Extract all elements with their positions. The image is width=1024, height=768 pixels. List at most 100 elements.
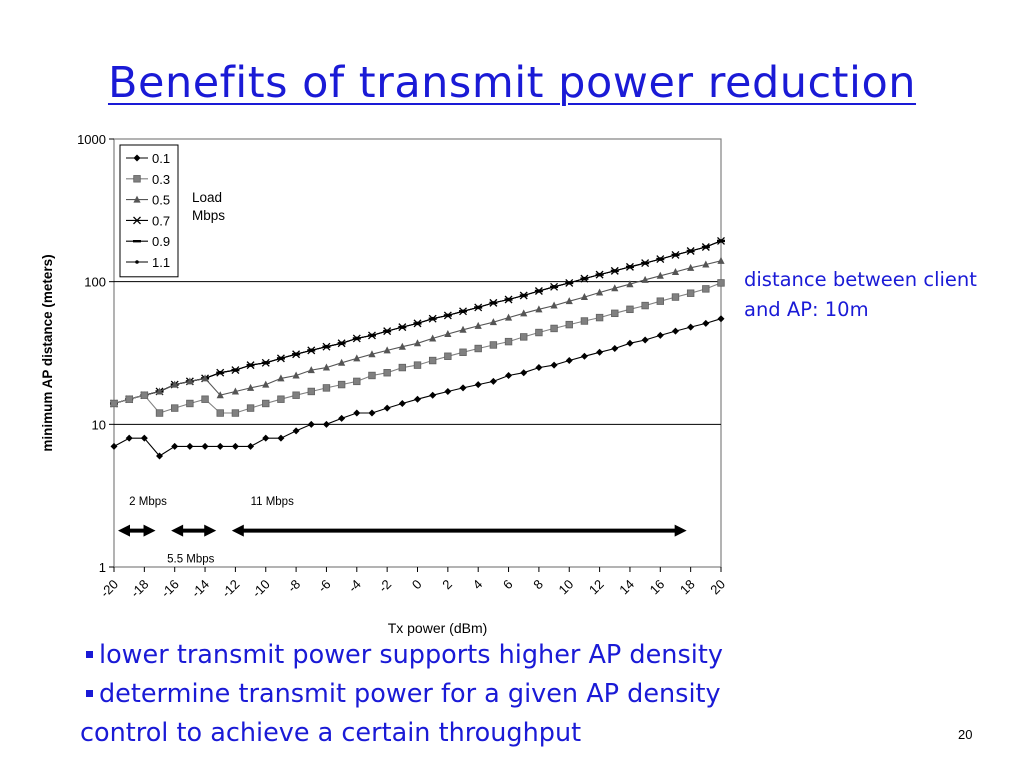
data-point <box>641 336 649 344</box>
data-point <box>671 267 680 275</box>
data-point <box>580 293 589 301</box>
data-point <box>201 374 209 382</box>
data-point <box>338 414 346 422</box>
data-point-stroke <box>504 295 513 304</box>
data-point <box>247 442 255 450</box>
rate-annotation: 2 Mbps <box>118 496 167 537</box>
data-point-stroke <box>133 216 141 225</box>
data-point <box>276 354 285 363</box>
data-point <box>428 356 437 365</box>
data-point <box>702 319 710 327</box>
data-point <box>368 409 376 417</box>
data-point-stroke <box>216 368 225 377</box>
data-point-stroke <box>246 361 255 370</box>
data-point-stroke <box>641 259 650 268</box>
data-point <box>414 395 421 403</box>
data-point <box>489 377 497 385</box>
data-point <box>216 442 224 450</box>
data-point <box>489 318 497 326</box>
data-point <box>353 354 361 362</box>
data-point <box>368 371 376 380</box>
rate-arrow-head <box>143 524 156 537</box>
data-point <box>565 357 573 365</box>
legend-label: 1.1 <box>152 255 170 270</box>
data-point <box>186 377 194 385</box>
data-point <box>155 409 164 417</box>
data-point <box>216 368 225 377</box>
data-point <box>520 333 528 341</box>
plot-area <box>113 138 722 568</box>
bullet-text: lower transmit power supports higher AP … <box>99 640 723 670</box>
x-tick-label: -16 <box>158 577 182 601</box>
data-point <box>140 391 149 399</box>
data-point <box>171 442 179 450</box>
data-point-stroke <box>610 266 619 275</box>
x-tick-label: -20 <box>97 577 121 601</box>
data-point <box>565 320 573 329</box>
data-point <box>216 391 224 399</box>
data-point <box>504 313 513 321</box>
data-point <box>156 452 164 460</box>
data-point <box>519 291 528 300</box>
data-point-stroke <box>413 319 422 328</box>
data-point <box>398 363 407 372</box>
data-point <box>702 285 710 293</box>
data-point <box>520 309 528 317</box>
page-number: 20 <box>958 727 973 742</box>
data-point <box>110 399 118 408</box>
legend-item: 0.5 <box>126 193 170 208</box>
x-tick-label: 12 <box>586 577 607 598</box>
data-point <box>489 341 498 349</box>
data-point <box>611 309 619 318</box>
data-point <box>262 434 270 442</box>
data-point <box>277 434 285 442</box>
data-point <box>596 348 604 356</box>
data-point <box>626 280 634 288</box>
data-point <box>337 380 346 389</box>
data-point <box>231 387 239 395</box>
x-tick-label: 4 <box>470 577 486 593</box>
data-point <box>246 361 255 370</box>
bullet-list: lower transmit power supports higher AP … <box>80 636 960 753</box>
data-point-stroke <box>337 339 346 348</box>
data-point <box>550 282 559 291</box>
data-point <box>398 399 406 407</box>
data-point <box>231 409 240 417</box>
rate-arrow-head <box>204 524 217 537</box>
data-point <box>596 288 604 296</box>
data-point <box>231 442 239 450</box>
data-point <box>125 434 133 442</box>
data-point <box>550 324 558 333</box>
data-point <box>201 395 209 403</box>
data-point <box>550 361 558 369</box>
data-point-stroke <box>671 250 680 259</box>
legend-label: 0.1 <box>152 151 170 166</box>
legend-item: 0.1 <box>126 151 170 166</box>
data-point <box>338 358 346 366</box>
data-point <box>535 305 543 313</box>
bullet-item: determine transmit power for a given AP … <box>80 675 960 714</box>
data-point-stroke <box>625 262 634 271</box>
data-point <box>443 311 452 320</box>
side-note: distance between client and AP: 10m <box>744 268 977 321</box>
data-point <box>459 325 467 333</box>
data-point-stroke <box>231 366 240 375</box>
data-point <box>322 363 331 371</box>
x-tick-label: 18 <box>677 577 698 598</box>
data-point-stroke <box>368 331 376 340</box>
data-point <box>656 255 665 264</box>
data-point-stroke <box>595 270 604 279</box>
data-point <box>353 377 361 386</box>
data-point <box>641 275 649 283</box>
x-tick-label: -4 <box>345 577 364 596</box>
data-point <box>611 345 619 353</box>
data-point <box>292 427 300 435</box>
y-tick-label: 1 <box>99 560 106 575</box>
data-point <box>595 270 604 279</box>
data-point <box>277 395 285 403</box>
data-point-stroke <box>352 334 361 343</box>
data-point <box>292 371 300 379</box>
legend-title-line: Load <box>192 190 222 205</box>
data-point <box>307 420 315 428</box>
data-point-stroke <box>580 274 589 283</box>
